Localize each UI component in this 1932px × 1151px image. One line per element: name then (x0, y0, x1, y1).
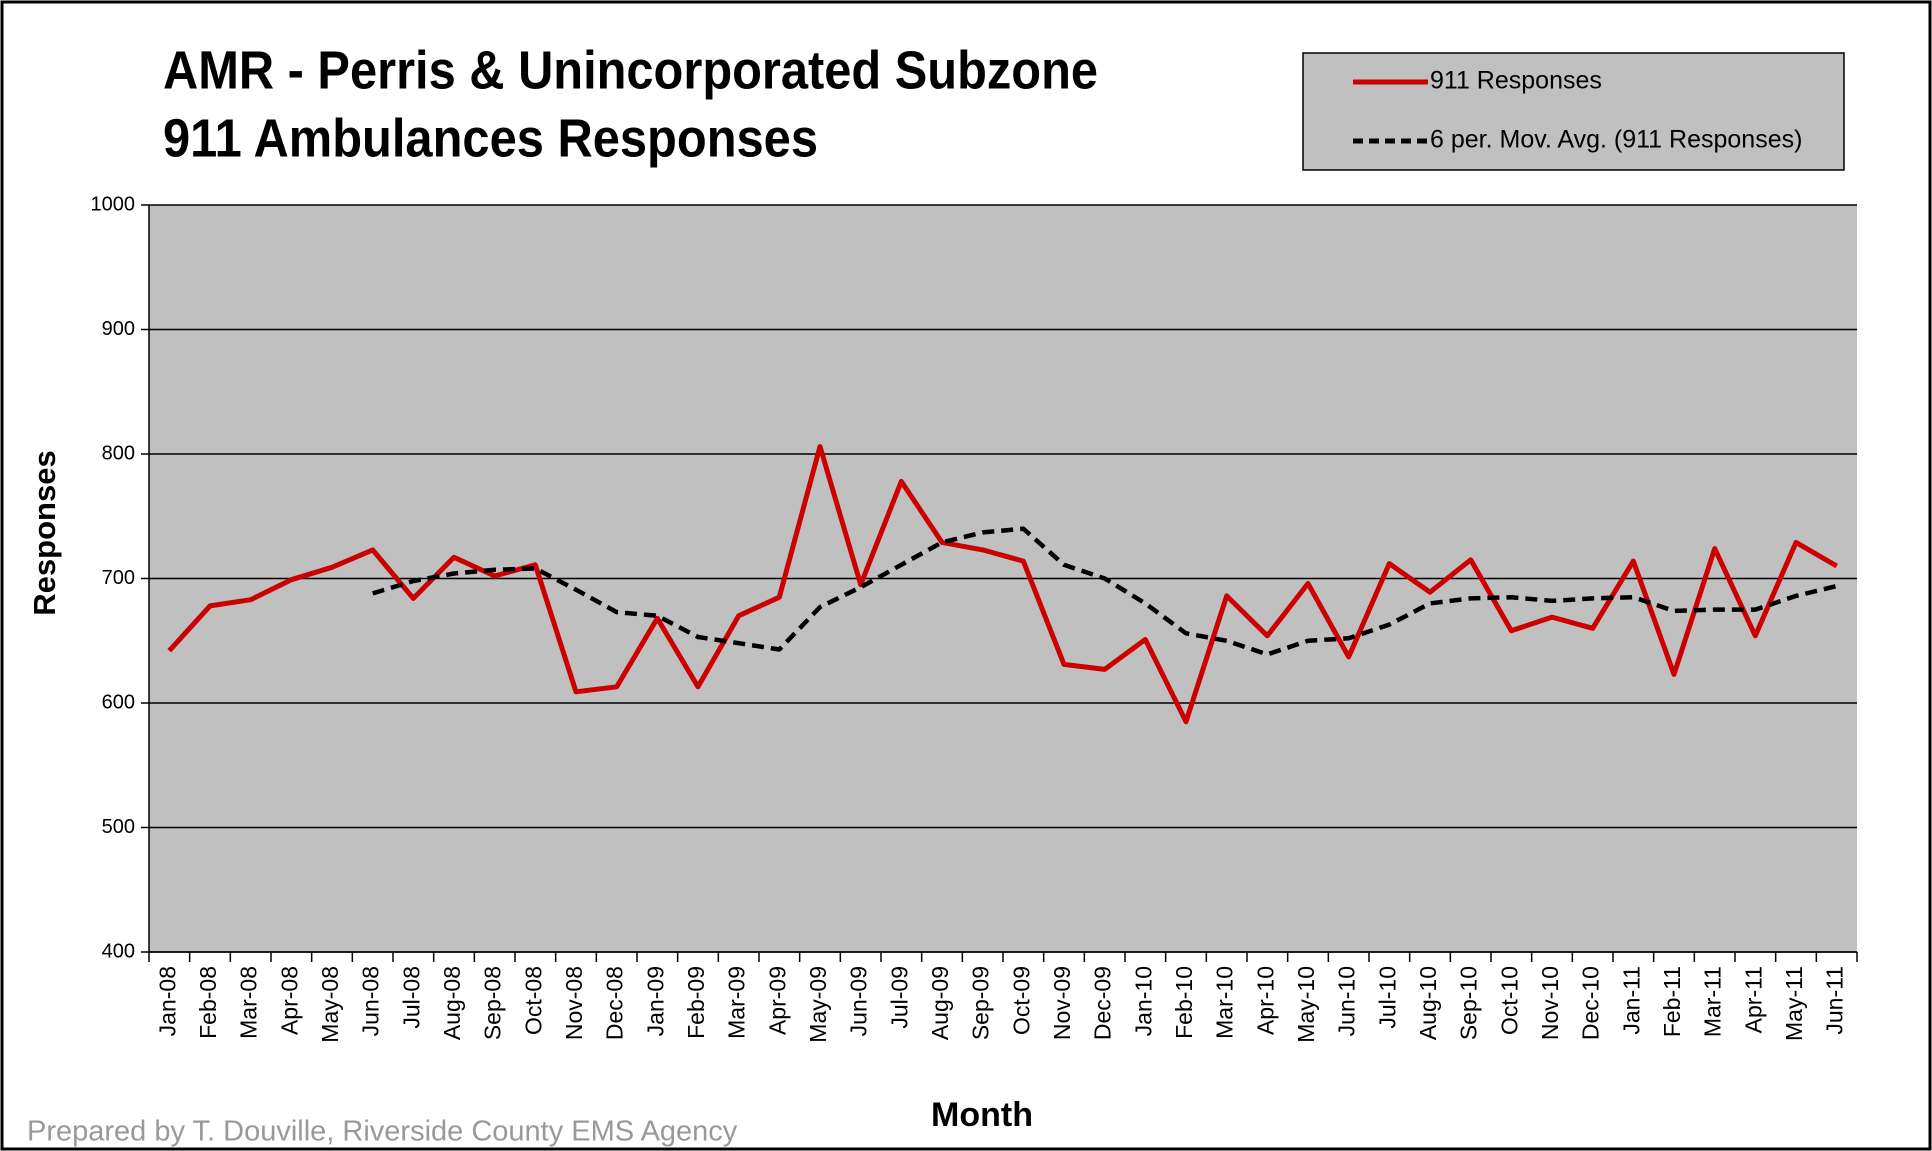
x-tick-label: Aug-08 (439, 966, 465, 1040)
x-tick-label: Jun-09 (846, 966, 872, 1036)
x-tick-label: Dec-09 (1090, 966, 1116, 1040)
x-tick-label: Mar-11 (1700, 966, 1726, 1037)
x-tick-label: Jan-09 (642, 966, 668, 1036)
x-tick-label: Apr-11 (1740, 966, 1766, 1033)
x-tick-label: Oct-10 (1496, 966, 1522, 1035)
x-tick-label: Sep-09 (968, 966, 994, 1040)
x-tick-label: Mar-08 (236, 966, 262, 1039)
x-tick-label: Aug-10 (1415, 966, 1441, 1040)
x-tick-label: May-11 (1781, 966, 1807, 1041)
y-tick-label: 500 (102, 816, 135, 838)
y-tick-label: 600 (102, 691, 135, 713)
x-tick-label: Dec-08 (602, 966, 628, 1040)
x-tick-label: Jul-10 (1374, 966, 1400, 1029)
footnote: Prepared by T. Douville, Riverside Count… (27, 1116, 738, 1148)
x-tick-label: May-10 (1293, 966, 1319, 1043)
x-tick-label: Jul-08 (398, 966, 424, 1029)
x-tick-label: Dec-10 (1578, 966, 1604, 1040)
x-tick-label: Nov-09 (1049, 966, 1075, 1040)
y-tick-label: 800 (102, 442, 135, 464)
series-line (167, 444, 1838, 725)
x-tick-label: Sep-08 (480, 966, 506, 1040)
x-tick-label: Jan-10 (1130, 966, 1156, 1036)
x-tick-label: Jun-08 (358, 966, 384, 1036)
x-tick-label: Nov-08 (561, 966, 587, 1040)
x-tick-label: Feb-09 (683, 966, 709, 1039)
y-tick-label: 400 (102, 940, 135, 962)
y-tick-label: 900 (102, 318, 135, 340)
x-tick-label: Feb-08 (195, 966, 221, 1039)
x-tick-label: Feb-10 (1171, 966, 1197, 1039)
x-tick-label: Aug-09 (927, 966, 953, 1040)
x-tick-label: May-09 (805, 966, 831, 1043)
x-tick-label: Jun-11 (1822, 966, 1848, 1035)
x-tick-label: Jul-09 (886, 966, 912, 1029)
x-tick-label: Jun-10 (1334, 966, 1360, 1036)
legend-label: 6 per. Mov. Avg. (911 Responses) (1430, 126, 1802, 154)
x-tick-label: Mar-10 (1212, 966, 1238, 1039)
x-tick-label: Oct-09 (1008, 966, 1034, 1035)
y-tick-label: 700 (102, 567, 135, 589)
x-tick-label: Oct-08 (520, 966, 546, 1035)
legend-box (1302, 52, 1845, 171)
legend-label: 911 Responses (1430, 67, 1602, 95)
chart-title: AMR - Perris & Unincorporated Subzone (163, 40, 1098, 100)
x-tick-label: Sep-10 (1456, 966, 1482, 1040)
x-tick-label: Apr-08 (276, 966, 302, 1035)
x-tick-label: Jan-08 (154, 966, 180, 1036)
x-tick-label: Apr-09 (764, 966, 790, 1035)
x-axis-label: Month (931, 1096, 1033, 1134)
x-tick-label: Nov-10 (1537, 966, 1563, 1040)
x-tick-label: Apr-10 (1252, 966, 1278, 1035)
x-tick-label: Jan-11 (1618, 966, 1644, 1035)
x-tick-label: Feb-11 (1659, 966, 1685, 1037)
y-axis-label: Responses (27, 450, 62, 615)
chart-subtitle: 911 Ambulances Responses (163, 108, 818, 168)
x-tick-label: Mar-09 (724, 966, 750, 1039)
y-tick-label: 1000 (91, 193, 136, 215)
series-line (372, 526, 1838, 657)
x-tick-label: May-08 (317, 966, 343, 1043)
